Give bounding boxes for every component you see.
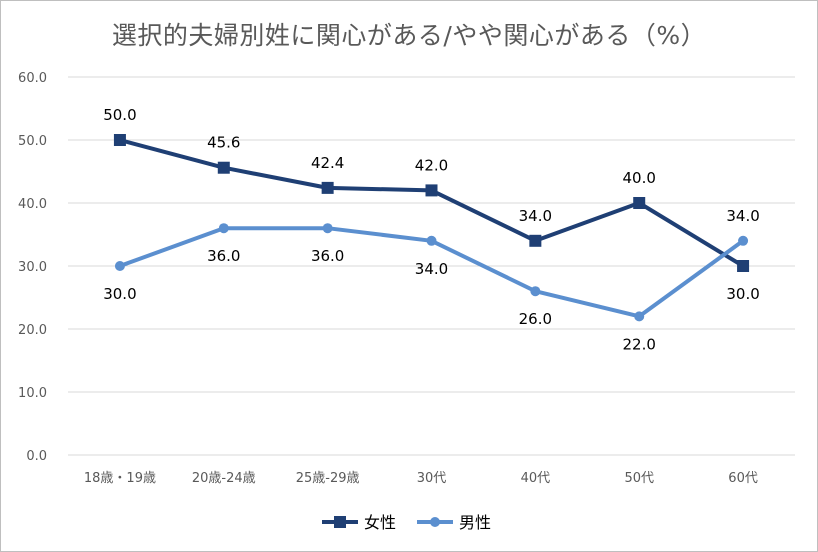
x-tick-label: 40代: [521, 471, 551, 486]
data-label: 26.0: [519, 310, 552, 328]
marker-circle: [322, 223, 333, 234]
y-tick-label: 10.0: [18, 386, 47, 401]
marker-square: [321, 181, 334, 194]
series-lines: [113, 134, 750, 322]
x-tick-label: 25歳-29歳: [296, 471, 360, 486]
marker-square: [529, 234, 542, 247]
data-label: 45.6: [207, 134, 240, 152]
chart-title: 選択的夫婦別姓に関心がある/やや関心がある（%）: [111, 21, 707, 50]
gridlines: [68, 76, 795, 456]
marker-circle: [114, 261, 125, 271]
data-label: 50.0: [103, 106, 136, 124]
y-tick-label: 40.0: [18, 197, 47, 212]
legend-marker-square: [334, 516, 346, 528]
marker-square: [425, 184, 438, 197]
marker-circle: [738, 235, 749, 246]
data-label: 40.0: [623, 169, 656, 187]
marker-circle: [426, 235, 437, 246]
marker-square: [217, 161, 230, 174]
x-tick-label: 50代: [624, 471, 654, 486]
x-tick-label: 60代: [728, 471, 758, 486]
data-label: 34.0: [726, 207, 759, 225]
marker-circle: [218, 223, 229, 234]
marker-circle: [530, 286, 541, 297]
legend-marker-circle: [430, 517, 440, 527]
data-label: 42.4: [311, 154, 344, 172]
legend-label: 女性: [364, 513, 396, 532]
x-tick-label: 18歳・19歳: [84, 471, 156, 486]
y-tick-label: 0.0: [26, 449, 47, 464]
marker-square: [633, 197, 646, 209]
x-tick-label: 20歳-24歳: [192, 471, 256, 486]
data-label: 34.0: [415, 260, 448, 278]
marker-square: [737, 260, 750, 272]
data-label: 30.0: [103, 285, 136, 303]
y-tick-label: 60.0: [18, 71, 47, 86]
data-label: 36.0: [207, 247, 240, 265]
legend-label: 男性: [459, 513, 491, 532]
marker-circle: [634, 311, 645, 322]
x-tick-label: 30代: [417, 471, 447, 486]
data-labels: 50.0 45.6 42.4 42.0 34.0 40.0 30.0 30.0 36.0 36.0…: [103, 106, 760, 353]
marker-square: [113, 134, 126, 146]
data-label: 42.0: [415, 156, 448, 174]
data-label: 30.0: [726, 285, 759, 303]
x-axis-ticks: 18歳・19歳 20歳-24歳 25歳-29歳 30代 40代 50代 60代: [84, 471, 758, 486]
data-label: 34.0: [519, 207, 552, 225]
data-label: 22.0: [623, 335, 656, 353]
y-tick-label: 20.0: [18, 323, 47, 338]
y-tick-label: 30.0: [18, 260, 47, 275]
y-axis-ticks: 0.0 10.0 20.0 30.0 40.0 50.0 60.0: [18, 71, 47, 464]
legend: 女性 男性: [322, 513, 491, 532]
data-label: 36.0: [311, 247, 344, 265]
y-tick-label: 50.0: [18, 134, 47, 149]
